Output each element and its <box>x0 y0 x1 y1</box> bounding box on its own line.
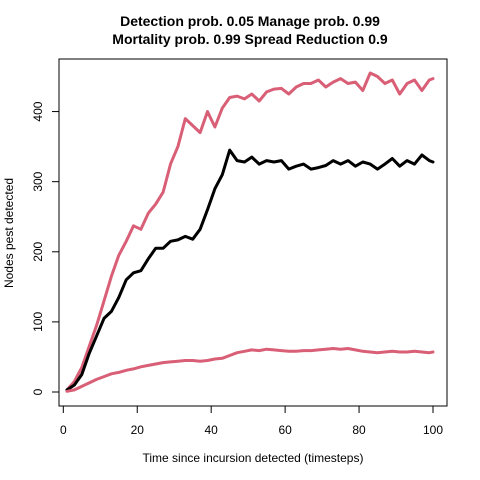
series-line-2 <box>65 148 435 392</box>
x-tick-label: 100 <box>423 423 443 437</box>
y-axis: 0 100 200 300 400 <box>31 101 60 395</box>
y-tick-label: 300 <box>31 171 45 191</box>
x-tick-label: 20 <box>131 423 145 437</box>
x-tick-label: 60 <box>278 423 292 437</box>
y-axis-label: Nodes pest detected <box>2 178 16 288</box>
series-line-1 <box>65 71 435 392</box>
x-tick-label: 0 <box>60 423 67 437</box>
x-axis: 0 20 40 60 80 100 <box>60 405 443 437</box>
x-tick-label: 80 <box>352 423 366 437</box>
x-tick-label: 40 <box>205 423 219 437</box>
y-tick-label: 0 <box>31 388 45 395</box>
y-tick-label: 200 <box>31 241 45 261</box>
series-group <box>65 71 435 393</box>
x-axis-label: Time since incursion detected (timesteps… <box>143 451 364 465</box>
y-tick-label: 100 <box>31 312 45 332</box>
plot-frame <box>58 58 448 407</box>
chart-subtitle: Mortality prob. 0.99 Spread Reduction 0.… <box>112 31 388 47</box>
series-line-3 <box>65 347 435 393</box>
chart-title: Detection prob. 0.05 Manage prob. 0.99 <box>120 13 380 29</box>
y-tick-label: 400 <box>31 101 45 121</box>
